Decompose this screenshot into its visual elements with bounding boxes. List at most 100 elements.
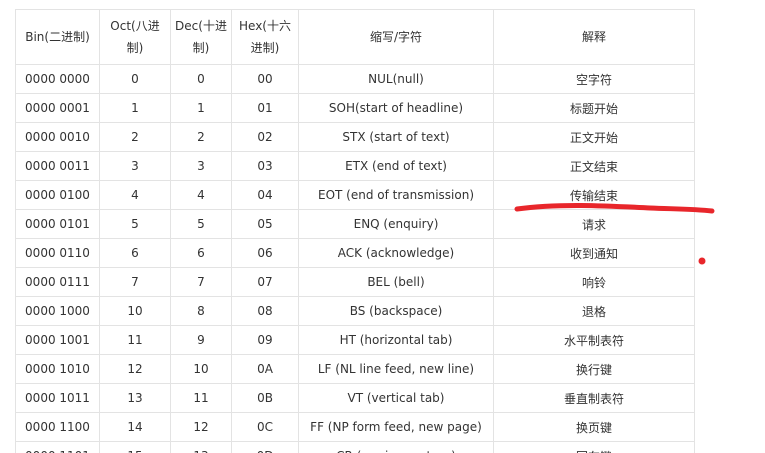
table-row: 0000 0001 1 1 01 SOH(start of headline) 标题开始 <box>15 93 695 123</box>
table-row: 0000 0000 0 0 00 NUL(null) 空字符 <box>15 64 695 94</box>
cell-bin: 0000 1010 <box>15 354 100 384</box>
cell-abbr: EOT (end of transmission) <box>298 180 494 210</box>
cell-hex: 02 <box>231 122 299 152</box>
cell-abbr: BS (backspace) <box>298 296 494 326</box>
cell-abbr: NUL(null) <box>298 64 494 94</box>
cell-oct: 4 <box>99 180 171 210</box>
cell-dec: 13 <box>170 441 232 453</box>
cell-abbr: VT (vertical tab) <box>298 383 494 413</box>
table-row: 0000 0010 2 2 02 STX (start of text) 正文开始 <box>15 122 695 152</box>
header-bin: Bin(二进制) <box>15 9 100 65</box>
table-body: 0000 0000 0 0 00 NUL(null) 空字符 0000 0001 1 1 01 SO… <box>15 64 695 453</box>
cell-hex: 0D <box>231 441 299 453</box>
cell-bin: 0000 1000 <box>15 296 100 326</box>
cell-meaning: 回车键 <box>493 441 695 453</box>
cell-hex: 09 <box>231 325 299 355</box>
cell-bin: 0000 0011 <box>15 151 100 181</box>
cell-hex: 00 <box>231 64 299 94</box>
cell-oct: 3 <box>99 151 171 181</box>
cell-dec: 5 <box>170 209 232 239</box>
table-row: 0000 0011 3 3 03 ETX (end of text) 正文结束 <box>15 151 695 181</box>
table-row: 0000 0111 7 7 07 BEL (bell) 响铃 <box>15 267 695 297</box>
header-abbr: 缩写/字符 <box>298 9 494 65</box>
cell-dec: 2 <box>170 122 232 152</box>
cell-hex: 08 <box>231 296 299 326</box>
cell-meaning: 换行键 <box>493 354 695 384</box>
table-row: 0000 0101 5 5 05 ENQ (enquiry) 请求 <box>15 209 695 239</box>
cell-hex: 04 <box>231 180 299 210</box>
cell-abbr: ENQ (enquiry) <box>298 209 494 239</box>
cell-abbr: ETX (end of text) <box>298 151 494 181</box>
cell-bin: 0000 1011 <box>15 383 100 413</box>
cell-meaning: 水平制表符 <box>493 325 695 355</box>
cell-meaning: 收到通知 <box>493 238 695 268</box>
table-row: 0000 0100 4 4 04 EOT (end of transmission) 传输… <box>15 180 695 210</box>
red-dot-annotation <box>698 257 706 265</box>
cell-meaning: 空字符 <box>493 64 695 94</box>
cell-hex: 0C <box>231 412 299 442</box>
cell-oct: 6 <box>99 238 171 268</box>
ascii-table: Bin(二进制) Oct(八进制) Dec(十进制) Hex(十六进制) 缩写/… <box>15 9 695 453</box>
cell-bin: 0000 0101 <box>15 209 100 239</box>
table-header-row: Bin(二进制) Oct(八进制) Dec(十进制) Hex(十六进制) 缩写/… <box>15 9 695 65</box>
cell-bin: 0000 0100 <box>15 180 100 210</box>
cell-bin: 0000 0001 <box>15 93 100 123</box>
table-row: 0000 0110 6 6 06 ACK (acknowledge) 收到通知 <box>15 238 695 268</box>
header-dec: Dec(十进制) <box>170 9 232 65</box>
cell-meaning: 正文结束 <box>493 151 695 181</box>
cell-abbr: STX (start of text) <box>298 122 494 152</box>
header-oct: Oct(八进制) <box>99 9 171 65</box>
table-row: 0000 1011 13 11 0B VT (vertical tab) 垂直制表符 <box>15 383 695 413</box>
cell-abbr: SOH(start of headline) <box>298 93 494 123</box>
cell-oct: 1 <box>99 93 171 123</box>
cell-oct: 5 <box>99 209 171 239</box>
cell-hex: 0A <box>231 354 299 384</box>
table-row: 0000 1001 11 9 09 HT (horizontal tab) 水平制表符 <box>15 325 695 355</box>
cell-bin: 0000 0010 <box>15 122 100 152</box>
cell-abbr: LF (NL line feed, new line) <box>298 354 494 384</box>
cell-meaning: 传输结束 <box>493 180 695 210</box>
table-row: 0000 110115130DCR (carriage return)回车键 <box>15 441 695 453</box>
cell-dec: 11 <box>170 383 232 413</box>
cell-bin: 0000 0110 <box>15 238 100 268</box>
cell-dec: 10 <box>170 354 232 384</box>
cell-hex: 03 <box>231 151 299 181</box>
cell-meaning: 响铃 <box>493 267 695 297</box>
cell-bin: 0000 1001 <box>15 325 100 355</box>
cell-dec: 7 <box>170 267 232 297</box>
cell-oct: 12 <box>99 354 171 384</box>
cell-bin: 0000 0000 <box>15 64 100 94</box>
cell-oct: 15 <box>99 441 171 453</box>
cell-oct: 2 <box>99 122 171 152</box>
cell-oct: 0 <box>99 64 171 94</box>
cell-dec: 8 <box>170 296 232 326</box>
header-meaning: 解释 <box>493 9 695 65</box>
cell-dec: 0 <box>170 64 232 94</box>
table-row: 0000 1100 14 12 0C FF (NP form feed, new pag… <box>15 412 695 442</box>
cell-oct: 10 <box>99 296 171 326</box>
cell-oct: 14 <box>99 412 171 442</box>
cell-meaning: 请求 <box>493 209 695 239</box>
table-row: 0000 1010 12 10 0A LF (NL line feed, new lin… <box>15 354 695 384</box>
cell-oct: 11 <box>99 325 171 355</box>
cell-hex: 05 <box>231 209 299 239</box>
cell-dec: 4 <box>170 180 232 210</box>
cell-meaning: 正文开始 <box>493 122 695 152</box>
cell-meaning: 换页键 <box>493 412 695 442</box>
cell-hex: 07 <box>231 267 299 297</box>
cell-oct: 7 <box>99 267 171 297</box>
cell-abbr: FF (NP form feed, new page) <box>298 412 494 442</box>
cell-hex: 06 <box>231 238 299 268</box>
cell-dec: 9 <box>170 325 232 355</box>
cell-abbr: CR (carriage return) <box>298 441 494 453</box>
cell-dec: 12 <box>170 412 232 442</box>
cell-hex: 0B <box>231 383 299 413</box>
cell-meaning: 标题开始 <box>493 93 695 123</box>
cell-abbr: BEL (bell) <box>298 267 494 297</box>
cell-abbr: ACK (acknowledge) <box>298 238 494 268</box>
cell-dec: 3 <box>170 151 232 181</box>
cell-dec: 1 <box>170 93 232 123</box>
header-hex: Hex(十六进制) <box>231 9 299 65</box>
